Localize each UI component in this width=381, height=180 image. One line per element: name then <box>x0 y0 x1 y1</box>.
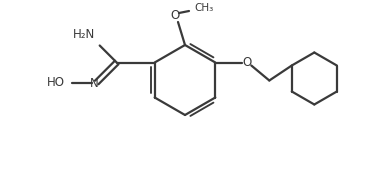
Text: CH₃: CH₃ <box>194 3 213 13</box>
Text: N: N <box>90 77 99 90</box>
Text: O: O <box>243 56 252 69</box>
Text: H₂N: H₂N <box>72 28 95 40</box>
Text: HO: HO <box>47 76 65 89</box>
Text: O: O <box>170 8 179 21</box>
